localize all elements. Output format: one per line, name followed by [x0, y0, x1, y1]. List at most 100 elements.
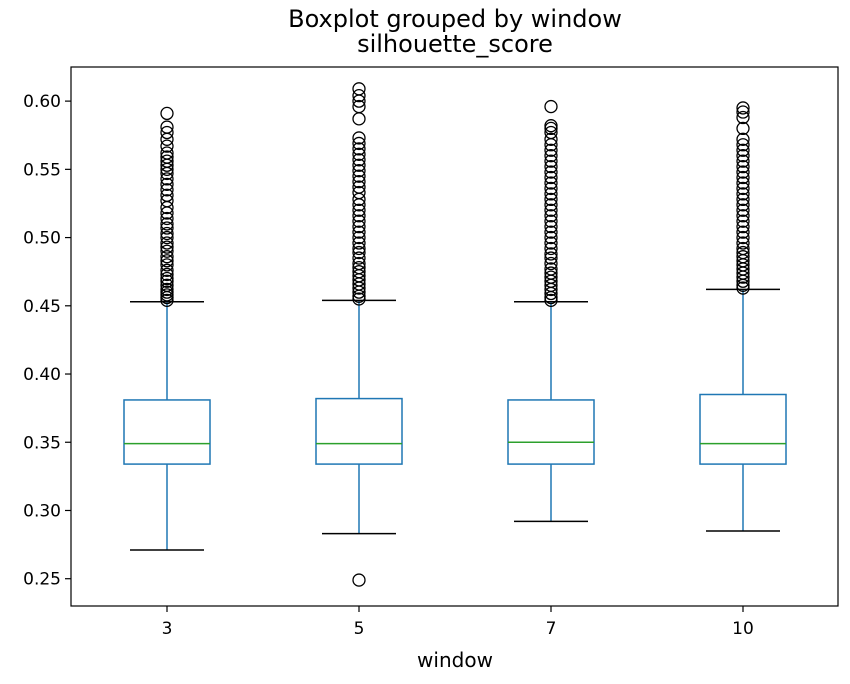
flier-point [352, 245, 366, 260]
flier-point [352, 241, 366, 256]
flier-point [736, 203, 750, 217]
flier-point [544, 170, 558, 185]
box-iqr [315, 397, 403, 465]
flier-point [544, 165, 558, 179]
flier-point [736, 143, 750, 157]
plot-layer: 0.25 0.30 0.35 0.40 0.45 0.50 0.55 0.60 3 5 7 10 [23, 66, 839, 639]
flier-point [352, 158, 366, 172]
flier-point [160, 271, 174, 286]
flier-point [544, 266, 558, 280]
flier-point [160, 154, 174, 168]
flier-point [352, 220, 366, 234]
flier-point [160, 258, 174, 272]
flier-point [544, 256, 558, 271]
flier-point [160, 146, 174, 160]
x-tick-label: 7 [546, 619, 557, 639]
flier-point [352, 169, 366, 183]
flier-point [160, 278, 174, 292]
axes-frame [70, 66, 839, 607]
flier-point [352, 142, 366, 156]
flier-point [736, 230, 750, 245]
flier-point [544, 132, 558, 146]
flier-point [160, 106, 174, 121]
flier-point [352, 131, 366, 145]
flier-point [160, 120, 174, 134]
x-tick-label: 10 [732, 619, 754, 639]
box-iqr [123, 399, 211, 465]
flier-point [160, 139, 174, 153]
flier-point [736, 245, 750, 260]
flier-point [160, 267, 174, 282]
flier-point [736, 149, 750, 163]
flier-point [736, 132, 750, 146]
y-tick-label: 0.50 [23, 229, 61, 249]
y-tick-label: 0.45 [23, 297, 61, 317]
flier-point [736, 220, 750, 234]
flier-point [160, 150, 174, 164]
flier-point [544, 220, 558, 234]
flier-point [736, 165, 750, 179]
flier-point [352, 147, 366, 161]
y-tick-label: 0.40 [23, 365, 61, 385]
flier-point [544, 247, 558, 261]
flier-point [544, 154, 558, 168]
flier-point [160, 282, 174, 297]
flier-point [736, 209, 750, 223]
flier-point [544, 192, 558, 207]
flier-point [544, 119, 558, 133]
flier-point [352, 112, 366, 126]
flier-point [160, 226, 174, 241]
flier-point [544, 262, 558, 276]
box-iqr [507, 399, 595, 465]
flier-point [544, 214, 558, 228]
flier-point [544, 149, 558, 163]
y-tick-label: 0.60 [23, 92, 61, 112]
flier-point [160, 172, 174, 186]
flier-point [352, 89, 366, 103]
flier-point [160, 236, 174, 250]
flier-point [544, 187, 558, 201]
flier-point [544, 241, 558, 256]
flier-point [544, 230, 558, 245]
flier-point [736, 181, 750, 196]
flier-point [544, 143, 558, 157]
chart-title: silhouette_score [357, 30, 553, 58]
x-tick-label: 5 [354, 619, 365, 639]
flier-point [352, 136, 366, 151]
flier-point [544, 159, 558, 174]
flier-point [160, 183, 174, 197]
flier-point [352, 256, 366, 271]
flier-point [736, 198, 750, 212]
flier-point [160, 188, 174, 202]
flier-point [160, 211, 174, 226]
flier-point [736, 101, 750, 115]
box-iqr [699, 393, 787, 465]
y-tick-label: 0.30 [23, 501, 61, 521]
flier-point [352, 82, 366, 96]
flier-point [352, 153, 366, 167]
flier-point [736, 214, 750, 228]
flier-point [352, 225, 366, 239]
flier-point [160, 217, 174, 231]
flier-point [160, 125, 174, 140]
flier-point [544, 209, 558, 223]
flier-point [352, 251, 366, 265]
flier-point [160, 132, 174, 146]
flier-point [352, 214, 366, 228]
y-tick-label: 0.35 [23, 433, 61, 453]
flier-point [160, 263, 174, 277]
flier-point [160, 194, 174, 208]
flier-point [736, 187, 750, 201]
flier-point [544, 203, 558, 217]
flier-point [544, 99, 558, 114]
flier-point [736, 225, 750, 239]
flier-point [736, 154, 750, 168]
flier-point [352, 260, 366, 275]
flier-point [736, 241, 750, 256]
x-tick-label: 3 [162, 619, 173, 639]
flier-point [352, 265, 366, 279]
flier-point [736, 236, 750, 250]
flier-point [544, 176, 558, 190]
